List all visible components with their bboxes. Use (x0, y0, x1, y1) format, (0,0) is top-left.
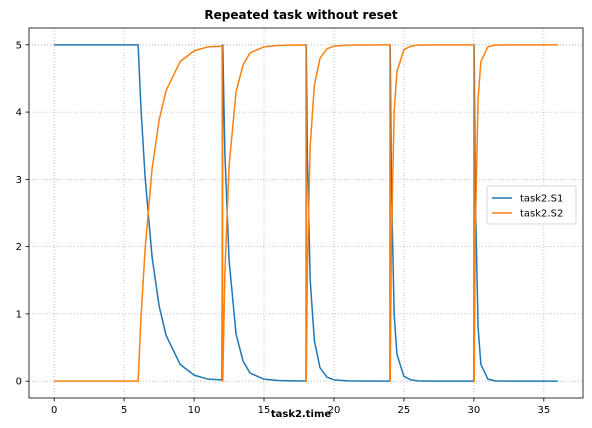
legend: task2.S1 task2.S2 (486, 185, 577, 225)
legend-label: task2.S1 (520, 194, 563, 205)
x-axis-label: task2.time (271, 409, 332, 420)
y-tick-label: 4 (16, 108, 22, 119)
y-tick-label: 3 (16, 175, 22, 186)
y-tick-label: 0 (16, 377, 22, 388)
y-tick-label: 2 (16, 242, 22, 253)
series-lines (54, 44, 558, 382)
plot-frame (28, 27, 584, 399)
series-line-task2-s2 (54, 44, 558, 382)
x-tick-label: 20 (328, 405, 341, 416)
y-tick-label: 5 (16, 40, 22, 51)
x-tick-label: 10 (188, 405, 201, 416)
x-tick-label: 25 (398, 405, 411, 416)
x-tick-label: 0 (51, 405, 57, 416)
axis-ticks: 0 5 10 15 20 25 30 35 0 1 2 3 4 5 (16, 40, 551, 416)
x-tick-label: 5 (121, 405, 127, 416)
y-tick-label: 1 (16, 309, 22, 320)
legend-box (486, 185, 577, 225)
legend-label: task2.S2 (520, 209, 563, 220)
x-tick-label: 15 (258, 405, 271, 416)
x-tick-label: 30 (468, 405, 481, 416)
chart-title: Repeated task without reset (204, 8, 398, 22)
x-tick-label: 35 (537, 405, 550, 416)
